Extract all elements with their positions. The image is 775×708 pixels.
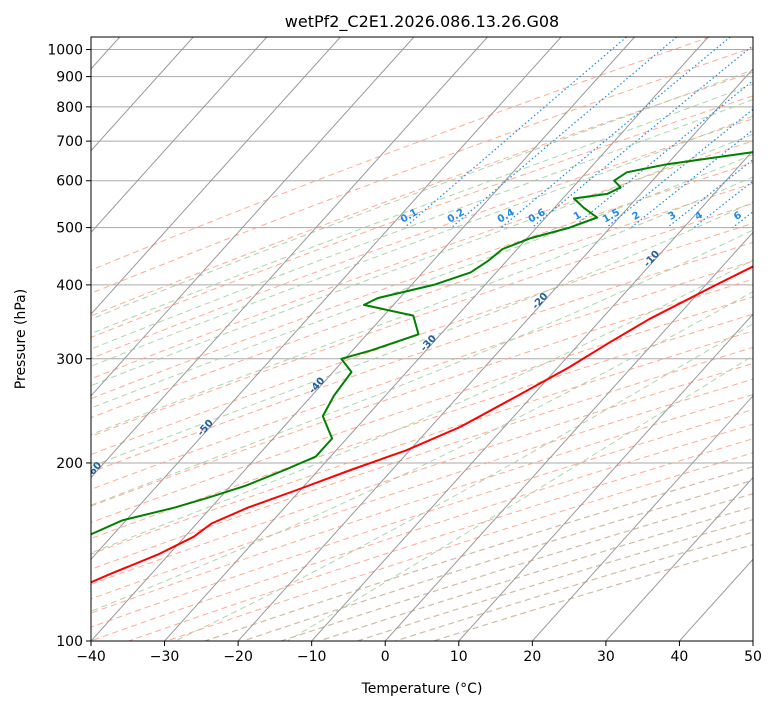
isotherm-line xyxy=(531,395,753,641)
x-axis-title: Temperature (°C) xyxy=(361,681,483,697)
dry-adiabat xyxy=(91,47,753,294)
mixing-ratio-label: 6 xyxy=(732,210,744,223)
x-tick-label: 20 xyxy=(523,649,541,665)
isotherm-line xyxy=(458,313,753,641)
isotherm-line xyxy=(605,476,753,641)
dry-adiabat xyxy=(91,161,753,400)
isotherm-line xyxy=(91,37,562,561)
dry-adiabat xyxy=(91,330,753,555)
y-tick-label: 500 xyxy=(56,221,83,237)
dry-adiabat xyxy=(91,95,753,338)
isotherm-line xyxy=(384,231,753,641)
isotherm-line xyxy=(91,37,194,152)
dry-adiabat xyxy=(91,313,753,539)
mixing-ratio-label: 1 xyxy=(572,210,584,223)
mixing-ratio-line xyxy=(572,79,753,229)
isotherm-line xyxy=(164,37,709,641)
y-tick-label: 400 xyxy=(56,278,83,294)
moist-adiabat xyxy=(91,98,753,350)
x-tick-label: 30 xyxy=(597,649,615,665)
mixing-ratio-label: 3 xyxy=(667,210,679,223)
plot-frame xyxy=(90,36,754,642)
y-axis: 100 200 300 400 500 600 700 800 900 1000 xyxy=(47,43,91,650)
isotherm-line xyxy=(237,68,753,641)
mixing-ratio-line xyxy=(630,129,753,229)
isotherm-line xyxy=(91,37,341,315)
x-tick-label: −20 xyxy=(223,649,253,665)
isotherm-line xyxy=(91,37,268,234)
x-tick-label: 40 xyxy=(671,649,689,665)
x-tick-label: 0 xyxy=(381,649,390,665)
y-tick-label: 800 xyxy=(56,100,83,116)
moist-adiabat xyxy=(91,115,753,367)
y-tick-label: 900 xyxy=(56,70,83,86)
y-tick-label: 100 xyxy=(56,634,83,650)
moist-adiabat xyxy=(175,323,753,641)
mixing-ratio-line xyxy=(693,180,753,229)
moist-adiabat xyxy=(91,229,753,506)
x-tick-label: −30 xyxy=(150,649,180,665)
isotherm-line xyxy=(311,149,753,641)
mixing-ratio-line xyxy=(501,37,731,229)
plot-background xyxy=(91,37,753,641)
mixing-ratio-label: 4 xyxy=(693,210,705,223)
background-lines xyxy=(91,37,753,641)
dry-adiabat xyxy=(91,362,753,585)
dry-adiabat xyxy=(91,182,753,419)
mixing-ratio-label: 2 xyxy=(630,210,642,223)
x-axis: −40 −30 −20 −10 0 10 20 30 40 50 xyxy=(76,641,762,665)
moist-adiabat xyxy=(91,83,753,335)
profile-series xyxy=(91,151,753,584)
mixing-ratio-line xyxy=(451,37,677,229)
y-tick-label: 200 xyxy=(56,456,83,472)
chart-title: wetPf2_C2E1.2026.086.13.26.G08 xyxy=(285,12,559,32)
moist-adiabat xyxy=(91,69,753,320)
isotherm-line xyxy=(91,37,415,397)
dry-adiabat xyxy=(91,222,753,456)
dry-adiabat xyxy=(91,118,753,359)
y-tick-label: 700 xyxy=(56,134,83,150)
dry-adiabat xyxy=(91,278,753,507)
dry-adiabat xyxy=(91,140,753,380)
dewpoint-profile-line xyxy=(91,151,753,536)
x-tick-label: 10 xyxy=(450,649,468,665)
y-tick-label: 600 xyxy=(56,174,83,190)
y-tick-label: 1000 xyxy=(47,43,83,59)
x-tick-label: −10 xyxy=(297,649,327,665)
moist-adiabat xyxy=(91,201,753,467)
isotherm-line xyxy=(91,37,488,479)
dry-adiabat xyxy=(91,378,753,600)
moist-adiabat xyxy=(286,355,753,641)
isotherm-line xyxy=(91,37,635,641)
x-tick-label: 50 xyxy=(744,649,762,665)
moist-adiabat xyxy=(91,290,753,612)
dry-adiabat xyxy=(91,71,753,317)
y-tick-label: 300 xyxy=(56,352,83,368)
y-axis-title: Pressure (hPa) xyxy=(13,289,29,389)
temperature-profile-line xyxy=(91,265,753,584)
mixing-ratio-line xyxy=(404,37,627,229)
x-tick-label: −40 xyxy=(76,649,106,665)
mixing-ratio-line xyxy=(606,108,753,229)
mixing-ratio-line xyxy=(531,44,753,229)
